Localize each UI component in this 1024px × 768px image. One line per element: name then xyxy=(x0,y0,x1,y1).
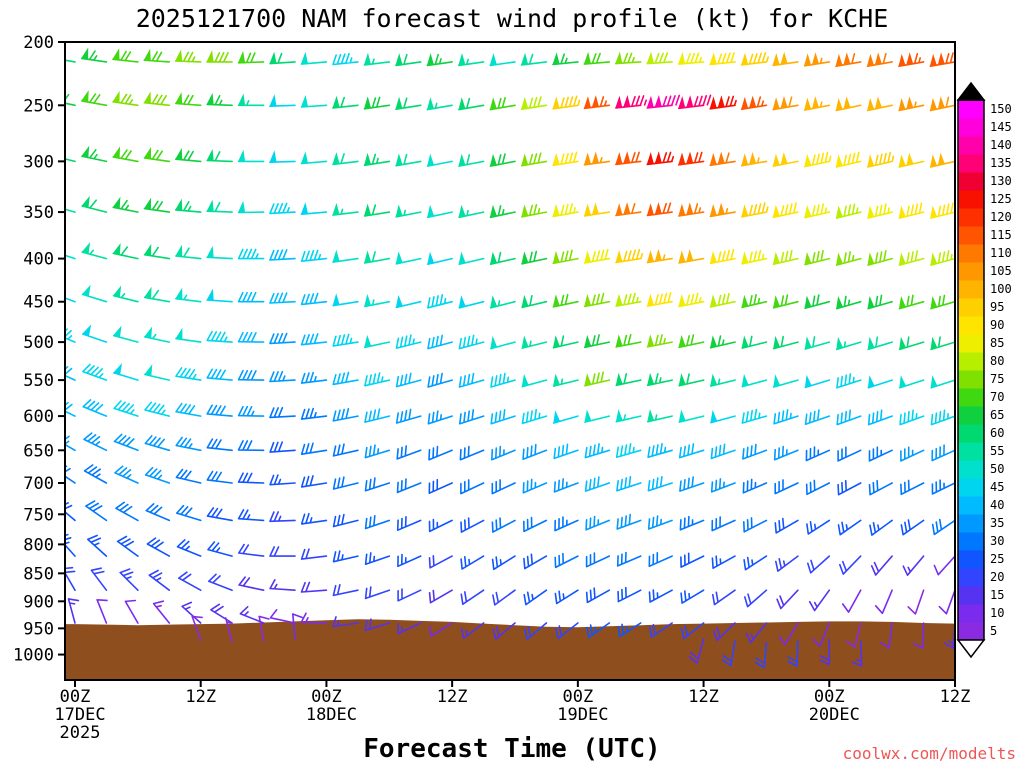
watermark-link: coolwx.com/modelts xyxy=(842,744,1016,763)
svg-text:145: 145 xyxy=(990,120,1012,134)
chart-title: 2025121700 NAM forecast wind profile (kt… xyxy=(135,4,889,33)
svg-text:350: 350 xyxy=(23,203,54,223)
svg-text:19DEC: 19DEC xyxy=(557,705,608,725)
terrain-profile xyxy=(65,619,955,680)
svg-text:00Z: 00Z xyxy=(562,687,593,707)
svg-text:18DEC: 18DEC xyxy=(306,705,357,725)
svg-text:200: 200 xyxy=(23,33,54,53)
svg-text:130: 130 xyxy=(990,174,1012,188)
svg-text:55: 55 xyxy=(990,444,1004,458)
svg-text:15: 15 xyxy=(990,588,1004,602)
svg-text:300: 300 xyxy=(23,152,54,172)
svg-text:750: 750 xyxy=(23,505,54,525)
x-axis-title: Forecast Time (UTC) xyxy=(363,734,661,764)
svg-text:600: 600 xyxy=(23,407,54,427)
svg-text:850: 850 xyxy=(23,564,54,584)
svg-text:70: 70 xyxy=(990,390,1004,404)
svg-text:100: 100 xyxy=(990,282,1012,296)
svg-text:95: 95 xyxy=(990,300,1004,314)
svg-text:12Z: 12Z xyxy=(688,687,719,707)
svg-text:1000: 1000 xyxy=(13,646,54,666)
svg-text:20DEC: 20DEC xyxy=(809,705,860,725)
svg-text:85: 85 xyxy=(990,336,1004,350)
svg-text:450: 450 xyxy=(23,293,54,313)
svg-text:140: 140 xyxy=(990,138,1012,152)
svg-text:500: 500 xyxy=(23,333,54,353)
svg-text:125: 125 xyxy=(990,192,1012,206)
colorbar-top-arrow xyxy=(956,81,986,101)
svg-text:20: 20 xyxy=(990,570,1004,584)
svg-text:950: 950 xyxy=(23,619,54,639)
svg-text:2025: 2025 xyxy=(60,723,101,743)
svg-text:50: 50 xyxy=(990,462,1004,476)
svg-text:60: 60 xyxy=(990,426,1004,440)
svg-text:550: 550 xyxy=(23,371,54,391)
svg-text:00Z: 00Z xyxy=(311,687,342,707)
plot-frame xyxy=(64,41,956,681)
svg-text:115: 115 xyxy=(990,228,1012,242)
svg-text:45: 45 xyxy=(990,480,1004,494)
svg-text:250: 250 xyxy=(23,96,54,116)
svg-text:00Z: 00Z xyxy=(60,687,91,707)
svg-text:35: 35 xyxy=(990,516,1004,530)
svg-text:12Z: 12Z xyxy=(940,687,971,707)
svg-text:120: 120 xyxy=(990,210,1012,224)
svg-text:10: 10 xyxy=(990,606,1004,620)
svg-text:12Z: 12Z xyxy=(437,687,468,707)
svg-text:650: 650 xyxy=(23,441,54,461)
svg-text:900: 900 xyxy=(23,592,54,612)
svg-text:17DEC: 17DEC xyxy=(54,705,105,725)
svg-text:5: 5 xyxy=(990,624,997,638)
svg-text:90: 90 xyxy=(990,318,1004,332)
svg-text:25: 25 xyxy=(990,552,1004,566)
svg-text:65: 65 xyxy=(990,408,1004,422)
svg-text:135: 135 xyxy=(990,156,1012,170)
svg-text:80: 80 xyxy=(990,354,1004,368)
svg-text:800: 800 xyxy=(23,535,54,555)
colorbar: 5 10 15 20 25 30 35 40 45 50 55 60 65 70 75 80 85 90 95 100… xyxy=(956,81,1012,659)
svg-text:30: 30 xyxy=(990,534,1004,548)
wind-barbs xyxy=(65,47,955,669)
svg-text:150: 150 xyxy=(990,102,1012,116)
svg-text:700: 700 xyxy=(23,474,54,494)
svg-text:12Z: 12Z xyxy=(185,687,216,707)
svg-text:40: 40 xyxy=(990,498,1004,512)
svg-text:00Z: 00Z xyxy=(814,687,845,707)
colorbar-bottom-arrow xyxy=(956,639,986,659)
y-axis: 200 250 300 350 400 450 500 550 600 650 700 750 800 8… xyxy=(13,33,65,666)
svg-text:400: 400 xyxy=(23,250,54,270)
svg-text:110: 110 xyxy=(990,246,1012,260)
svg-text:105: 105 xyxy=(990,264,1012,278)
svg-text:75: 75 xyxy=(990,372,1004,386)
